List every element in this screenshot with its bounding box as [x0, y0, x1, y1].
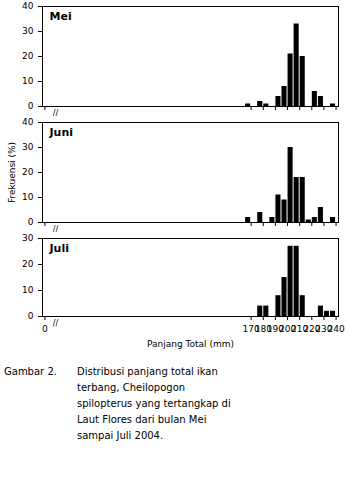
svg-text:10: 10 [22, 192, 34, 202]
html-text:spilopterus yang tertangkap di: spilopterus yang tertangkap di [77, 398, 231, 409]
html-text:terbang, Cheilopogon: terbang, Cheilopogon [77, 382, 186, 393]
svg-text:Juni: Juni [49, 126, 74, 139]
svg-text:20: 20 [22, 259, 34, 269]
svg-text:240: 240 [327, 324, 344, 334]
svg-text:40: 40 [22, 1, 34, 11]
svg-text:10: 10 [22, 76, 34, 86]
svg-text:Frekuensi (%): Frekuensi (%) [7, 142, 17, 203]
svg-text://: // [53, 319, 59, 328]
html-text:Laut Flores dari bulan Mei: Laut Flores dari bulan Mei [77, 414, 207, 425]
svg-text:30: 30 [22, 142, 34, 152]
svg-text:0: 0 [28, 217, 34, 227]
html-text:Distribusi panjang total ikan: Distribusi panjang total ikan [77, 366, 218, 377]
svg-text:40: 40 [22, 117, 34, 127]
svg-text:10: 10 [22, 285, 34, 295]
svg-text:210: 210 [291, 323, 309, 334]
svg-text:20: 20 [22, 167, 34, 177]
svg-text:170: 170 [242, 323, 260, 334]
svg-text:20: 20 [22, 51, 34, 61]
svg-text:0: 0 [28, 101, 34, 111]
svg-text:190: 190 [266, 323, 284, 334]
svg-text:30: 30 [22, 26, 34, 36]
html-text:Gambar 2.: Gambar 2. [4, 366, 57, 377]
svg-text:200: 200 [279, 323, 297, 334]
svg-text:0: 0 [42, 324, 48, 334]
html-text:sampai Juli 2004.: sampai Juli 2004. [77, 430, 164, 441]
svg-text://: // [53, 109, 59, 116]
svg-text:0: 0 [28, 311, 34, 321]
svg-text:Juli: Juli [49, 242, 69, 255]
svg-text://: // [53, 225, 59, 232]
svg-text:30: 30 [22, 233, 34, 243]
svg-text:Panjang Total (mm): Panjang Total (mm) [147, 339, 234, 349]
svg-text:220: 220 [303, 323, 321, 334]
svg-text:230: 230 [315, 323, 333, 334]
svg-text:Mei: Mei [50, 10, 72, 23]
svg-text:180: 180 [254, 323, 272, 334]
